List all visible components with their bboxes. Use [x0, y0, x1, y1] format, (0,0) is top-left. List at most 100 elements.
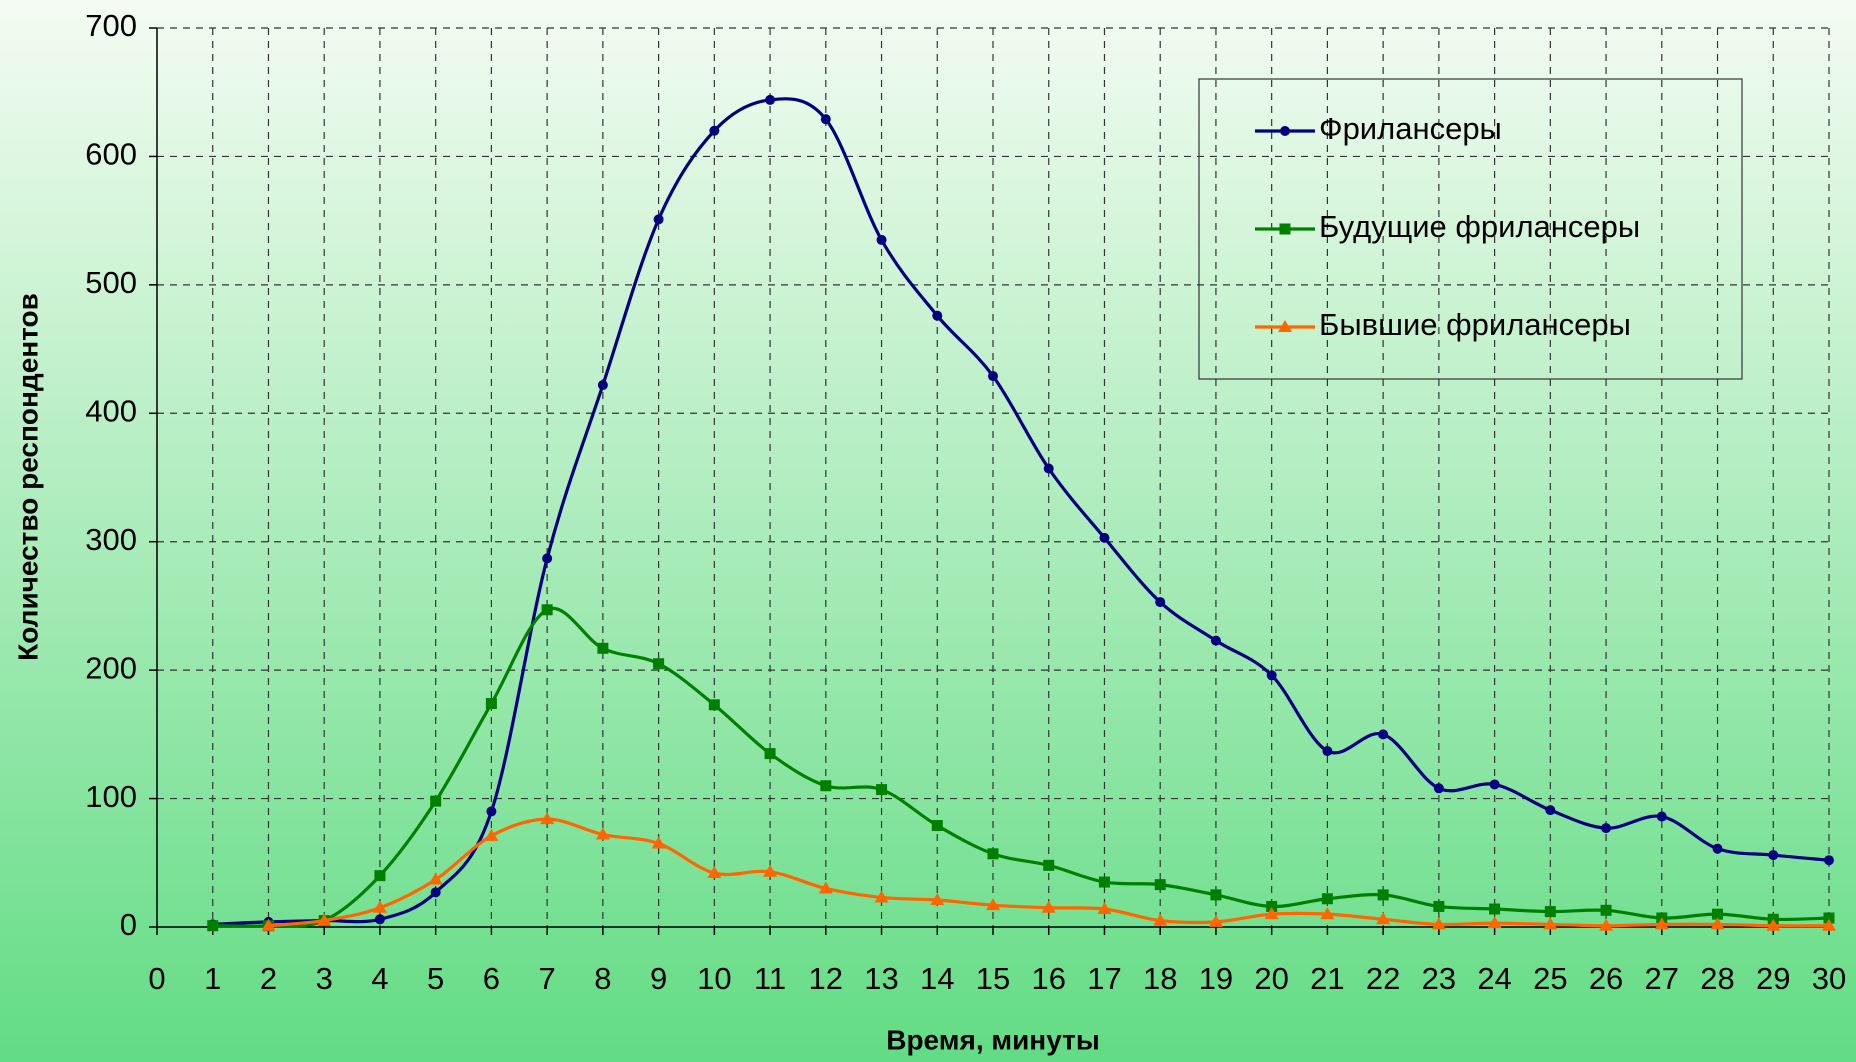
marker: [932, 310, 943, 321]
marker: [1712, 843, 1723, 854]
x-tick-label: 13: [864, 961, 898, 996]
marker: [1599, 918, 1614, 931]
y-tick-label: 0: [120, 907, 137, 942]
marker: [1099, 532, 1110, 543]
marker: [430, 795, 442, 807]
series-line: [212, 97, 1830, 927]
marker: [595, 827, 610, 840]
marker: [1280, 126, 1290, 136]
x-tick-label: 18: [1143, 961, 1177, 996]
x-tick-label: 30: [1812, 961, 1846, 996]
x-tick-label: 6: [483, 961, 500, 996]
marker: [1712, 908, 1724, 920]
marker: [1043, 859, 1055, 871]
marker: [1041, 900, 1056, 913]
legend-label: Бывшие фрилансеры: [1319, 307, 1631, 342]
x-tick-label: 4: [371, 961, 388, 996]
marker: [1320, 907, 1335, 920]
marker: [653, 214, 664, 225]
marker: [1768, 850, 1779, 861]
x-tick-label: 3: [316, 961, 333, 996]
x-tick-label: 8: [594, 961, 611, 996]
marker: [540, 812, 555, 825]
x-tick-label: 29: [1756, 961, 1790, 996]
marker: [484, 828, 499, 841]
marker: [1544, 906, 1556, 918]
marker: [317, 913, 332, 926]
marker: [876, 784, 888, 796]
y-tick-label: 400: [85, 393, 137, 428]
x-tick-label: 21: [1310, 961, 1344, 996]
marker: [1543, 917, 1558, 930]
marker: [1098, 876, 1110, 888]
y-tick-label: 600: [85, 137, 137, 172]
marker: [1487, 916, 1502, 929]
y-axis-title: Количество респондентов: [12, 293, 43, 661]
x-tick-label: 1: [204, 961, 221, 996]
x-tick-label: 5: [427, 961, 444, 996]
marker: [485, 698, 497, 710]
marker: [764, 748, 776, 760]
x-tick-label: 25: [1533, 961, 1567, 996]
y-tick-label: 300: [85, 522, 137, 557]
marker: [1155, 597, 1166, 608]
marker: [1433, 900, 1445, 912]
marker: [763, 864, 778, 877]
x-tick-label: 11: [754, 961, 786, 996]
marker: [1489, 779, 1500, 790]
marker: [1710, 917, 1725, 930]
marker: [708, 699, 720, 711]
marker: [1154, 879, 1166, 891]
marker: [930, 893, 945, 906]
marker: [374, 870, 386, 882]
x-tick-label: 10: [697, 961, 731, 996]
y-tick-label: 500: [85, 265, 137, 300]
marker: [709, 125, 720, 136]
x-tick-label: 17: [1087, 961, 1121, 996]
x-tick-label: 2: [260, 961, 277, 996]
marker: [1766, 918, 1781, 931]
legend-label: Будущие фрилансеры: [1319, 209, 1640, 244]
y-tick-label: 700: [85, 8, 137, 43]
marker: [597, 642, 609, 654]
marker: [986, 898, 1000, 911]
marker: [1822, 918, 1836, 931]
marker: [1097, 902, 1112, 915]
marker: [1656, 811, 1667, 822]
marker: [207, 920, 219, 932]
marker: [988, 371, 998, 382]
marker: [1322, 746, 1333, 757]
y-tick-label: 200: [85, 650, 137, 685]
y-tick-label: 100: [85, 779, 137, 814]
marker: [1153, 913, 1168, 926]
marker: [1208, 914, 1223, 927]
x-tick-label: 22: [1366, 961, 1400, 996]
marker: [1433, 783, 1444, 794]
marker: [1378, 729, 1389, 740]
x-tick-label: 27: [1645, 961, 1679, 996]
x-tick-label: 15: [976, 961, 1010, 996]
marker: [765, 94, 776, 105]
marker: [1210, 889, 1222, 901]
marker: [1431, 917, 1446, 930]
marker: [707, 866, 722, 879]
marker: [1489, 903, 1501, 915]
x-tick-label: 9: [650, 961, 667, 996]
marker: [1266, 670, 1277, 681]
marker: [542, 553, 553, 564]
marker: [1377, 889, 1389, 901]
marker: [1823, 912, 1835, 924]
marker: [874, 890, 889, 903]
marker: [931, 820, 943, 832]
marker: [597, 380, 608, 391]
x-tick-label: 7: [539, 961, 556, 996]
marker: [1264, 907, 1279, 920]
marker: [987, 848, 999, 860]
x-tick-label: 23: [1422, 961, 1456, 996]
x-tick-label: 14: [920, 961, 954, 996]
marker: [1278, 320, 1292, 332]
marker: [1266, 900, 1278, 912]
x-tick-label: 24: [1477, 961, 1511, 996]
x-tick-label: 28: [1700, 961, 1734, 996]
